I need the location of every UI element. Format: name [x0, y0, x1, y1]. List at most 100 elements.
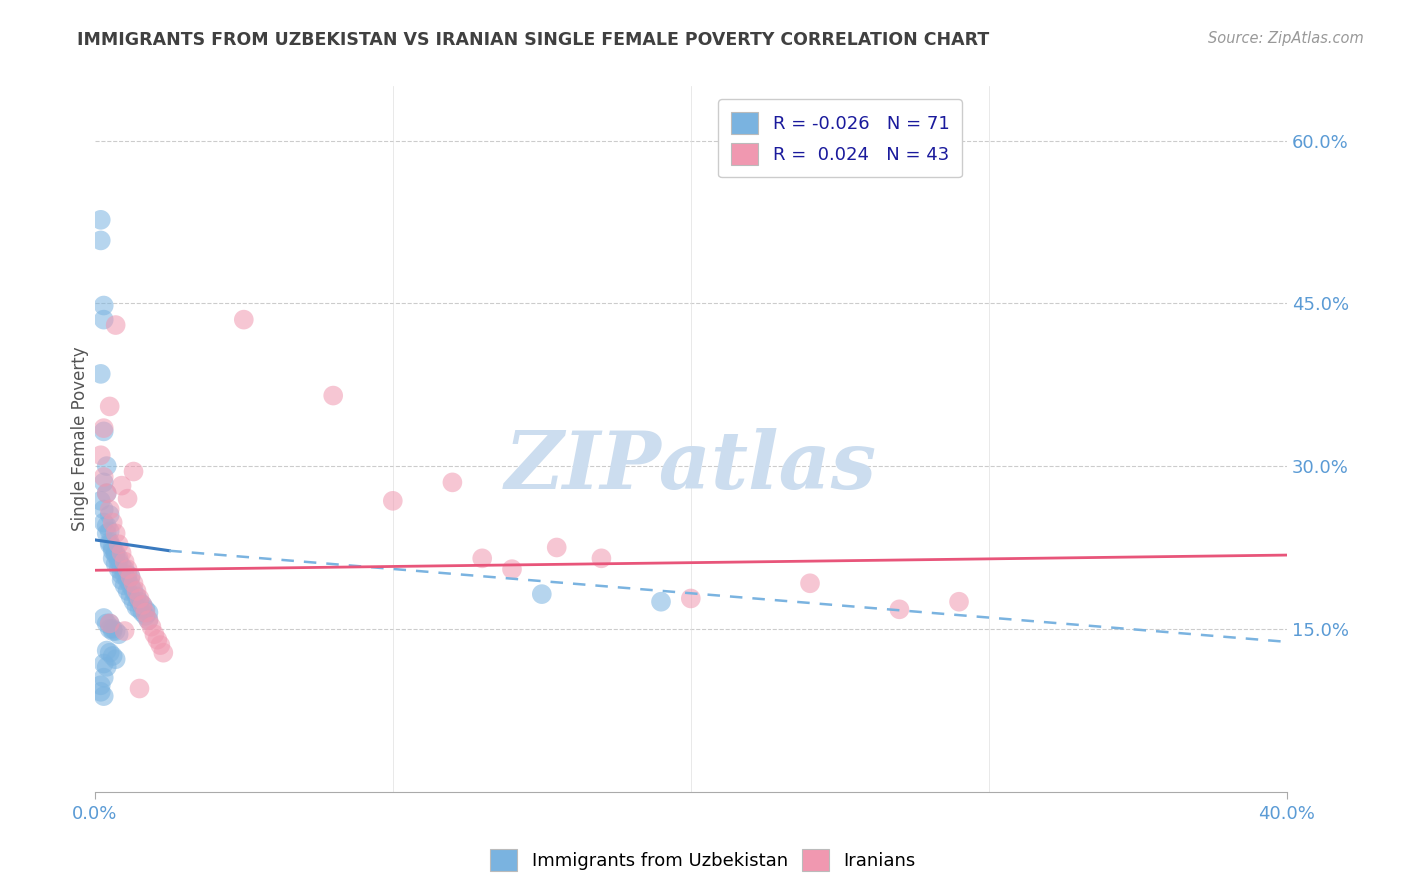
- Point: [799, 576, 821, 591]
- Text: ZIPatlas: ZIPatlas: [505, 428, 877, 506]
- Point: [114, 567, 136, 582]
- Point: [96, 486, 118, 500]
- Point: [125, 589, 148, 603]
- Point: [381, 493, 404, 508]
- Point: [104, 546, 127, 560]
- Point: [96, 518, 118, 533]
- Point: [98, 616, 121, 631]
- Point: [110, 567, 132, 582]
- Point: [114, 562, 136, 576]
- Point: [96, 459, 118, 474]
- Point: [90, 212, 112, 227]
- Point: [93, 502, 115, 516]
- Point: [128, 595, 150, 609]
- Point: [107, 537, 129, 551]
- Point: [441, 475, 464, 490]
- Point: [93, 312, 115, 326]
- Point: [138, 606, 160, 620]
- Point: [591, 551, 613, 566]
- Point: [117, 562, 139, 576]
- Point: [120, 570, 142, 584]
- Point: [120, 589, 142, 603]
- Point: [90, 678, 112, 692]
- Point: [110, 573, 132, 587]
- Point: [93, 425, 115, 439]
- Point: [98, 524, 121, 539]
- Point: [96, 660, 118, 674]
- Point: [131, 606, 153, 620]
- Point: [98, 646, 121, 660]
- Point: [138, 613, 160, 627]
- Point: [122, 583, 145, 598]
- Point: [90, 448, 112, 462]
- Point: [134, 602, 156, 616]
- Point: [322, 388, 344, 402]
- Point: [122, 595, 145, 609]
- Point: [104, 318, 127, 332]
- Point: [101, 622, 124, 636]
- Point: [117, 567, 139, 582]
- Point: [90, 234, 112, 248]
- Legend: R = -0.026   N = 71, R =  0.024   N = 43: R = -0.026 N = 71, R = 0.024 N = 43: [718, 99, 962, 178]
- Point: [93, 516, 115, 530]
- Point: [96, 526, 118, 541]
- Point: [93, 689, 115, 703]
- Point: [104, 526, 127, 541]
- Point: [104, 624, 127, 638]
- Point: [131, 598, 153, 612]
- Point: [471, 551, 494, 566]
- Point: [138, 613, 160, 627]
- Point: [120, 570, 142, 584]
- Point: [101, 543, 124, 558]
- Point: [104, 652, 127, 666]
- Point: [143, 627, 166, 641]
- Point: [101, 551, 124, 566]
- Point: [117, 491, 139, 506]
- Point: [96, 643, 118, 657]
- Point: [90, 685, 112, 699]
- Point: [152, 646, 174, 660]
- Point: [889, 602, 911, 616]
- Point: [98, 535, 121, 549]
- Point: [101, 624, 124, 638]
- Point: [134, 608, 156, 623]
- Point: [114, 555, 136, 569]
- Point: [110, 478, 132, 492]
- Point: [107, 551, 129, 566]
- Point: [114, 578, 136, 592]
- Point: [114, 624, 136, 638]
- Point: [93, 657, 115, 671]
- Point: [122, 576, 145, 591]
- Point: [128, 602, 150, 616]
- Point: [110, 558, 132, 573]
- Point: [93, 421, 115, 435]
- Point: [128, 681, 150, 696]
- Point: [120, 578, 142, 592]
- Point: [122, 465, 145, 479]
- Point: [110, 546, 132, 560]
- Point: [93, 611, 115, 625]
- Point: [125, 600, 148, 615]
- Point: [128, 591, 150, 606]
- Point: [107, 562, 129, 576]
- Text: Source: ZipAtlas.com: Source: ZipAtlas.com: [1208, 31, 1364, 46]
- Point: [146, 632, 169, 647]
- Point: [530, 587, 553, 601]
- Point: [125, 583, 148, 598]
- Point: [96, 616, 118, 631]
- Point: [131, 598, 153, 612]
- Point: [98, 537, 121, 551]
- Point: [107, 627, 129, 641]
- Point: [149, 638, 172, 652]
- Point: [104, 548, 127, 562]
- Point: [98, 616, 121, 631]
- Point: [93, 470, 115, 484]
- Point: [948, 595, 970, 609]
- Legend: Immigrants from Uzbekistan, Iranians: Immigrants from Uzbekistan, Iranians: [482, 842, 924, 879]
- Point: [98, 400, 121, 414]
- Point: [501, 562, 523, 576]
- Point: [546, 541, 568, 555]
- Point: [104, 557, 127, 571]
- Point: [232, 312, 254, 326]
- Point: [117, 573, 139, 587]
